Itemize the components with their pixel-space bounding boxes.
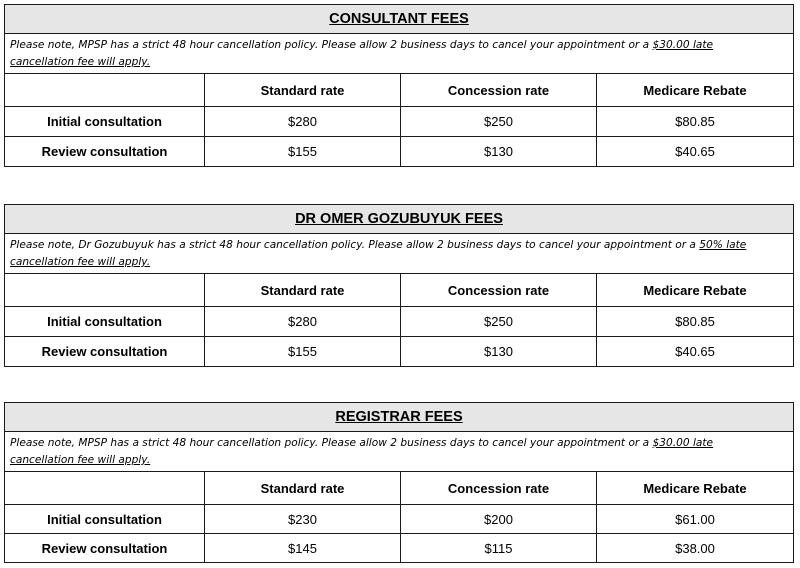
cancellation-note: Please note, MPSP has a strict 48 hour c… — [5, 432, 793, 472]
header-row: Standard rate Concession rate Medicare R… — [5, 74, 793, 106]
header-concession-rate: Concession rate — [400, 74, 596, 106]
row-label: Initial consultation — [47, 511, 162, 527]
standard-rate-value: $155 — [204, 337, 400, 366]
table-title-row: REGISTRAR FEES — [5, 403, 793, 432]
header-row: Standard rate Concession rate Medicare R… — [5, 472, 793, 504]
cancellation-note: Please note, MPSP has a strict 48 hour c… — [5, 34, 793, 74]
standard-rate-value: $280 — [204, 107, 400, 136]
medicare-rebate-value: $61.00 — [596, 505, 793, 533]
table-title: REGISTRAR FEES — [335, 409, 463, 425]
row-label: Review consultation — [41, 540, 168, 556]
table-title-row: DR OMER GOZUBUYUK FEES — [5, 205, 793, 234]
standard-rate-value: $230 — [204, 505, 400, 533]
table-row: Review consultation $145 $115 $38.00 — [5, 533, 793, 562]
concession-rate-value: $250 — [400, 307, 596, 336]
table-row: Review consultation $155 $130 $40.65 — [5, 136, 793, 166]
medicare-rebate-value: $80.85 — [596, 107, 793, 136]
header-medicare-rebate: Medicare Rebate — [596, 472, 793, 504]
cancellation-note: Please note, Dr Gozubuyuk has a strict 4… — [5, 234, 793, 274]
header-cell-empty — [5, 274, 204, 306]
medicare-rebate-value: $40.65 — [596, 137, 793, 166]
concession-rate-value: $130 — [400, 137, 596, 166]
header-standard-rate: Standard rate — [204, 274, 400, 306]
standard-rate-value: $145 — [204, 534, 400, 562]
row-label: Review consultation — [41, 344, 168, 359]
concession-rate-value: $250 — [400, 107, 596, 136]
fees-grid: Standard rate Concession rate Medicare R… — [5, 74, 793, 166]
medicare-rebate-value: $40.65 — [596, 337, 793, 366]
standard-rate-value: $280 — [204, 307, 400, 336]
header-concession-rate: Concession rate — [400, 472, 596, 504]
note-text: Please note, MPSP has a strict 48 hour c… — [10, 39, 653, 51]
late-fee-text-cont: cancellation fee will apply. — [10, 256, 151, 268]
note-text: Please note, Dr Gozubuyuk has a strict 4… — [10, 239, 700, 251]
header-concession-rate: Concession rate — [400, 274, 596, 306]
late-fee-text: $30.00 late — [652, 437, 714, 449]
table-title-row: CONSULTANT FEES — [5, 5, 793, 34]
late-fee-text-cont: cancellation fee will apply. — [10, 454, 151, 466]
late-fee-text: 50% late — [699, 239, 747, 251]
header-cell-empty — [5, 472, 204, 504]
header-medicare-rebate: Medicare Rebate — [596, 74, 793, 106]
header-row: Standard rate Concession rate Medicare R… — [5, 274, 793, 306]
late-fee-text: $30.00 late — [652, 39, 714, 51]
late-fee-text-cont: cancellation fee will apply. — [10, 56, 151, 68]
row-label: Initial consultation — [47, 314, 162, 329]
fees-grid: Standard rate Concession rate Medicare R… — [5, 274, 793, 366]
header-standard-rate: Standard rate — [204, 472, 400, 504]
concession-rate-value: $115 — [400, 534, 596, 562]
table-row: Initial consultation $230 $200 $61.00 — [5, 504, 793, 533]
table-title: CONSULTANT FEES — [329, 11, 469, 27]
row-label: Initial consultation — [47, 114, 162, 129]
table-row: Initial consultation $280 $250 $80.85 — [5, 306, 793, 336]
table-title: DR OMER GOZUBUYUK FEES — [295, 211, 503, 227]
standard-rate-value: $155 — [204, 137, 400, 166]
header-medicare-rebate: Medicare Rebate — [596, 274, 793, 306]
dr-gozubuyuk-fees-table: DR OMER GOZUBUYUK FEES Please note, Dr G… — [4, 204, 794, 367]
table-row: Review consultation $155 $130 $40.65 — [5, 336, 793, 366]
note-text: Please note, MPSP has a strict 48 hour c… — [10, 437, 653, 449]
medicare-rebate-value: $38.00 — [596, 534, 793, 562]
table-row: Initial consultation $280 $250 $80.85 — [5, 106, 793, 136]
header-standard-rate: Standard rate — [204, 74, 400, 106]
fees-grid: Standard rate Concession rate Medicare R… — [5, 472, 793, 562]
concession-rate-value: $130 — [400, 337, 596, 366]
header-cell-empty — [5, 74, 204, 106]
row-label: Review consultation — [41, 144, 168, 159]
medicare-rebate-value: $80.85 — [596, 307, 793, 336]
concession-rate-value: $200 — [400, 505, 596, 533]
consultant-fees-table: CONSULTANT FEES Please note, MPSP has a … — [4, 4, 794, 167]
registrar-fees-table: REGISTRAR FEES Please note, MPSP has a s… — [4, 402, 794, 563]
